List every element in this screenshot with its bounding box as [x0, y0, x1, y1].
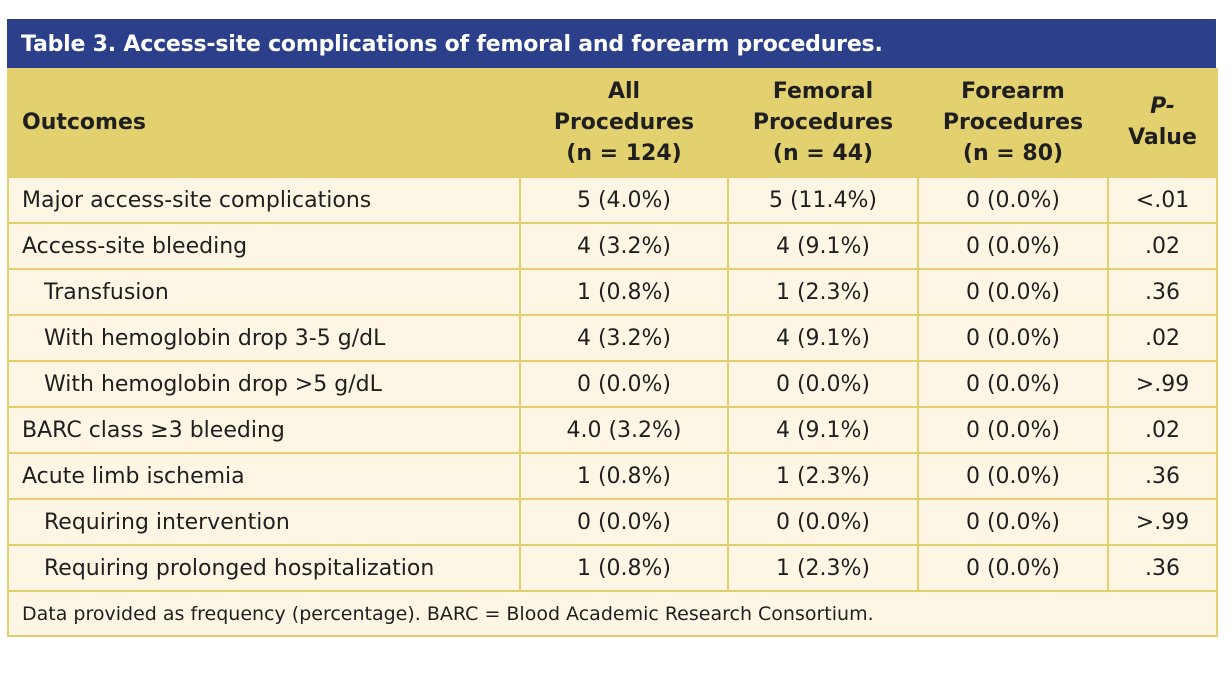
p-value-cell: <.01 — [1107, 176, 1218, 224]
header-row: Outcomes All Procedures (n = 124) Femoral P… — [7, 68, 1218, 178]
outcome-cell: Acute limb ischemia — [7, 452, 521, 500]
all-procedures-cell: 1 (0.8%) — [519, 452, 729, 500]
outcome-cell: With hemoglobin drop >5 g/dL — [7, 360, 521, 408]
table-title: Table 3. Access-site complications of fe… — [7, 19, 1216, 68]
all-procedures-cell: 0 (0.0%) — [519, 360, 729, 408]
header-text: (n = 44) — [772, 140, 874, 166]
outcome-cell: With hemoglobin drop 3-5 g/dL — [7, 314, 521, 362]
table-row: Transfusion 1 (0.8%) 1 (2.3%) 0 (0.0%) .36 — [7, 268, 1218, 316]
table-row: Access-site bleeding 4 (3.2%) 4 (9.1%) 0 (0… — [7, 222, 1218, 270]
header-text: Procedures — [752, 109, 894, 135]
femoral-cell: 0 (0.0%) — [727, 360, 919, 408]
p-value-cell: .36 — [1107, 268, 1218, 316]
forearm-cell: 0 (0.0%) — [917, 544, 1109, 592]
header-femoral: Femoral Procedures (n = 44) — [727, 68, 919, 178]
forearm-cell: 0 (0.0%) — [917, 360, 1109, 408]
header-outcomes: Outcomes — [7, 68, 521, 178]
header-text: P- — [1150, 94, 1175, 119]
outcome-cell: Requiring prolonged hospitalization — [7, 544, 521, 592]
p-value-cell: .02 — [1107, 406, 1218, 454]
header-text: Femoral — [772, 78, 874, 104]
forearm-cell: 0 (0.0%) — [917, 452, 1109, 500]
p-value-cell: .02 — [1107, 222, 1218, 270]
header-text: Outcomes — [22, 109, 146, 135]
outcome-cell: Major access-site complications — [7, 176, 521, 224]
forearm-cell: 0 (0.0%) — [917, 176, 1109, 224]
table-row: With hemoglobin drop 3-5 g/dL 4 (3.2%) 4 (… — [7, 314, 1218, 362]
femoral-cell: 4 (9.1%) — [727, 406, 919, 454]
forearm-cell: 0 (0.0%) — [917, 498, 1109, 546]
header-text: Value — [1128, 125, 1197, 150]
table-container: Table 3. Access-site complications of fe… — [7, 19, 1218, 637]
table-row: With hemoglobin drop >5 g/dL 0 (0.0%) 0 (0… — [7, 360, 1218, 408]
femoral-cell: 0 (0.0%) — [727, 498, 919, 546]
p-value-cell: .36 — [1107, 452, 1218, 500]
all-procedures-cell: 4 (3.2%) — [519, 314, 729, 362]
footnote: Data provided as frequency (percentage).… — [7, 590, 1218, 637]
table-row: BARC class ≥3 bleeding 4.0 (3.2%) 4 (9.1%)… — [7, 406, 1218, 454]
outcome-cell: Requiring intervention — [7, 498, 521, 546]
header-text: Procedures — [942, 109, 1084, 135]
complications-table: Outcomes All Procedures (n = 124) Femoral P… — [7, 68, 1218, 637]
femoral-cell: 4 (9.1%) — [727, 314, 919, 362]
forearm-cell: 0 (0.0%) — [917, 314, 1109, 362]
forearm-cell: 0 (0.0%) — [917, 268, 1109, 316]
femoral-cell: 1 (2.3%) — [727, 544, 919, 592]
outcome-cell: Transfusion — [7, 268, 521, 316]
footnote-row: Data provided as frequency (percentage).… — [7, 590, 1218, 637]
outcome-cell: Access-site bleeding — [7, 222, 521, 270]
p-value-cell: .36 — [1107, 544, 1218, 592]
table-row: Requiring intervention 0 (0.0%) 0 (0.0%) 0 … — [7, 498, 1218, 546]
header-p-value: P- Value — [1107, 68, 1218, 178]
all-procedures-cell: 4.0 (3.2%) — [519, 406, 729, 454]
femoral-cell: 1 (2.3%) — [727, 452, 919, 500]
outcome-cell: BARC class ≥3 bleeding — [7, 406, 521, 454]
header-all: All Procedures (n = 124) — [519, 68, 729, 178]
header-text: Forearm — [961, 78, 1065, 104]
table-row: Acute limb ischemia 1 (0.8%) 1 (2.3%) 0 (0.… — [7, 452, 1218, 500]
femoral-cell: 4 (9.1%) — [727, 222, 919, 270]
femoral-cell: 1 (2.3%) — [727, 268, 919, 316]
all-procedures-cell: 1 (0.8%) — [519, 544, 729, 592]
forearm-cell: 0 (0.0%) — [917, 222, 1109, 270]
header-text: Procedures — [553, 109, 695, 135]
header-text: (n = 124) — [566, 140, 682, 166]
all-procedures-cell: 4 (3.2%) — [519, 222, 729, 270]
all-procedures-cell: 5 (4.0%) — [519, 176, 729, 224]
p-value-cell: .02 — [1107, 314, 1218, 362]
table-row: Requiring prolonged hospitalization 1 (0.… — [7, 544, 1218, 592]
forearm-cell: 0 (0.0%) — [917, 406, 1109, 454]
header-forearm: Forearm Procedures (n = 80) — [917, 68, 1109, 178]
p-value-cell: >.99 — [1107, 498, 1218, 546]
femoral-cell: 5 (11.4%) — [727, 176, 919, 224]
all-procedures-cell: 1 (0.8%) — [519, 268, 729, 316]
header-text: All — [607, 78, 641, 104]
all-procedures-cell: 0 (0.0%) — [519, 498, 729, 546]
p-value-cell: >.99 — [1107, 360, 1218, 408]
header-text: (n = 80) — [962, 140, 1064, 166]
table-row: Major access-site complications 5 (4.0%) 5… — [7, 176, 1218, 224]
